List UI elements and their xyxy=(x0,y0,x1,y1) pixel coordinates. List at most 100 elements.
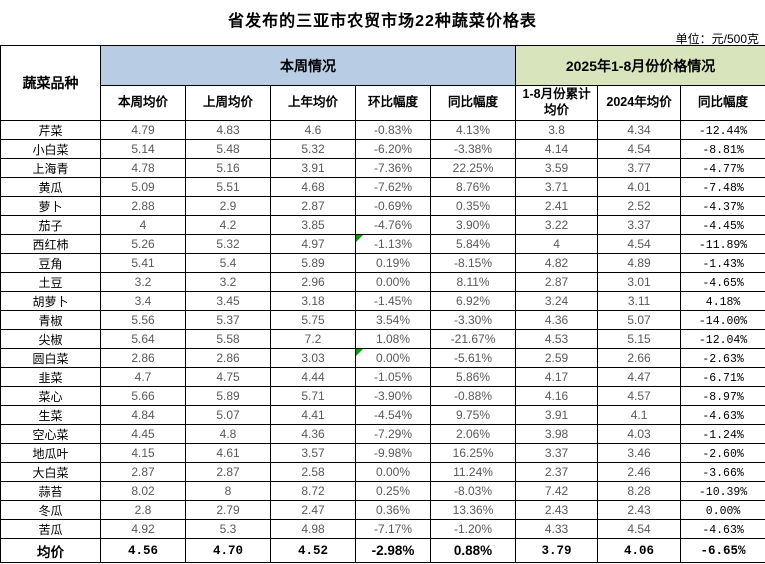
value-text: 3.01 xyxy=(627,275,651,289)
value-text: 0.00% xyxy=(375,351,411,365)
vegetable-name-cell: 蒜苔 xyxy=(0,481,101,501)
value-cell: 3.91 xyxy=(270,158,356,178)
value-text: 4 xyxy=(553,237,560,251)
value-cell: 3.54% xyxy=(355,310,431,330)
value-text: 4.03 xyxy=(627,427,651,441)
value-cell: 4.8 xyxy=(185,424,271,444)
summary-label: 均价 xyxy=(0,538,101,563)
value-text: 4.2 xyxy=(219,218,237,232)
value-text: 4.17 xyxy=(544,370,569,384)
value-text: -7.29% xyxy=(373,427,413,441)
value-text: -4.65% xyxy=(702,276,744,290)
value-cell: 4.82 xyxy=(515,253,599,273)
value-cell: 3.2 xyxy=(100,272,186,292)
value-text: -4.37% xyxy=(702,200,744,214)
value-cell: -7.36% xyxy=(355,158,431,178)
value-text: 2.86 xyxy=(216,351,240,365)
value-cell: -4.63% xyxy=(680,405,765,425)
value-cell: 7.42 xyxy=(515,481,599,501)
table-row: 土豆 3.2 3.2 2.96 0.00% 8.11% 2.87 3.01 -4.65% xyxy=(0,272,765,292)
value-cell: 2.37 xyxy=(515,462,599,482)
value-text: -0.69% xyxy=(373,199,413,213)
value-text: 3.2 xyxy=(219,275,237,289)
vegetable-name-cell: 菜心 xyxy=(0,386,101,406)
value-text: 4.33 xyxy=(544,522,569,536)
value-text: -3.66% xyxy=(702,466,744,480)
col-header-lastyear-avg: 上年均价 xyxy=(270,85,356,121)
value-text: 4.1 xyxy=(630,408,648,422)
value-text: 5.89 xyxy=(216,389,240,403)
value-text: 8.28 xyxy=(627,484,651,498)
value-text: 4.83 xyxy=(216,123,240,137)
value-cell: 4.33 xyxy=(515,519,599,539)
value-text: 2.88 xyxy=(131,199,155,213)
value-text: 4.75 xyxy=(216,370,240,384)
value-cell: 4.36 xyxy=(515,310,599,330)
value-text: -11.89% xyxy=(698,238,748,252)
value-cell: 8.11% xyxy=(429,272,517,292)
vegetable-name-cell: 萝卜 xyxy=(0,196,101,216)
value-cell: 2.87 xyxy=(100,462,186,482)
table-row: 芹菜 4.79 4.83 4.6 -0.83% 4.13% 3.8 4.34 -12.44% xyxy=(0,120,765,140)
value-text: 5.4 xyxy=(219,256,237,270)
summary-row: 均价 4.56 4.70 4.52 -2.98% 0.88% 3.79 4.06… xyxy=(0,538,765,563)
col-header-week-avg: 本周均价 xyxy=(100,85,186,121)
value-text: 8.72 xyxy=(301,484,325,498)
value-text: 3.45 xyxy=(216,294,240,308)
value-cell: 5.07 xyxy=(597,310,682,330)
value-text: 0.00% xyxy=(705,504,741,518)
value-text: -1.20% xyxy=(454,522,493,536)
value-text: 4.14 xyxy=(544,142,569,156)
value-text: 2.79 xyxy=(216,503,240,517)
value-text: 3.90% xyxy=(456,218,491,232)
vegetable-name-cell: 大白菜 xyxy=(0,462,101,482)
value-cell: 5.56 xyxy=(100,310,186,330)
value-text: 3.54% xyxy=(375,313,411,327)
value-text: 2.06% xyxy=(456,427,491,441)
value-cell: -1.24% xyxy=(680,424,765,444)
value-cell: 8.72 xyxy=(270,481,356,501)
table-row: 尖椒 5.64 5.58 7.2 1.08% -21.67% 4.53 5.15 -12.04% xyxy=(0,329,765,349)
table-row: 地瓜叶 4.15 4.61 3.57 -9.98% 16.25% 3.37 3.46 -2.60… xyxy=(0,443,765,463)
value-cell: 11.24% xyxy=(429,462,517,482)
value-cell: -0.83% xyxy=(355,120,431,140)
value-text: 9.75% xyxy=(456,408,491,422)
value-text: 4.41 xyxy=(301,408,325,422)
value-text: -4.77% xyxy=(702,162,744,176)
value-text: 2.52 xyxy=(627,199,651,213)
col-header-lastweek-avg: 上周均价 xyxy=(185,85,271,121)
value-cell: 2.88 xyxy=(100,196,186,216)
value-cell: 2.66 xyxy=(597,348,682,368)
value-text: 5.48 xyxy=(216,142,240,156)
value-cell: 3.03 xyxy=(270,348,356,368)
value-text: -7.48% xyxy=(702,181,744,195)
value-cell: 5.3 xyxy=(185,519,271,539)
value-text: -1.24% xyxy=(702,428,744,442)
vegetable-name-cell: 空心菜 xyxy=(0,424,101,444)
value-cell: 7.2 xyxy=(270,329,356,349)
value-cell: 0.35% xyxy=(429,196,517,216)
value-cell: 3.98 xyxy=(515,424,599,444)
value-text: 3.22 xyxy=(544,218,569,232)
value-cell: 5.75 xyxy=(270,310,356,330)
value-text: 4.6 xyxy=(304,123,322,137)
value-cell: 4 xyxy=(515,234,599,254)
value-text: -3.38% xyxy=(454,142,493,156)
value-text: 4.36 xyxy=(301,427,325,441)
value-cell: -0.88% xyxy=(429,386,517,406)
value-cell: 4.01 xyxy=(597,177,682,197)
value-cell: -11.89% xyxy=(680,234,765,254)
value-cell: 5.37 xyxy=(185,310,271,330)
value-text: 2.87 xyxy=(544,275,569,289)
value-text: 3.71 xyxy=(544,180,569,194)
value-cell: -3.30% xyxy=(429,310,517,330)
value-cell: 4.54 xyxy=(597,234,682,254)
value-text: 13.36% xyxy=(452,503,494,517)
value-cell: 4.17 xyxy=(515,367,599,387)
table-row: 上海青 4.78 5.16 3.91 -7.36% 22.25% 3.59 3.77 -4.77… xyxy=(0,158,765,178)
value-cell: 5.51 xyxy=(185,177,271,197)
value-text: 2.37 xyxy=(544,465,569,479)
value-text: -7.17% xyxy=(373,522,413,536)
value-cell: -0.69% xyxy=(355,196,431,216)
value-cell: -1.05% xyxy=(355,367,431,387)
